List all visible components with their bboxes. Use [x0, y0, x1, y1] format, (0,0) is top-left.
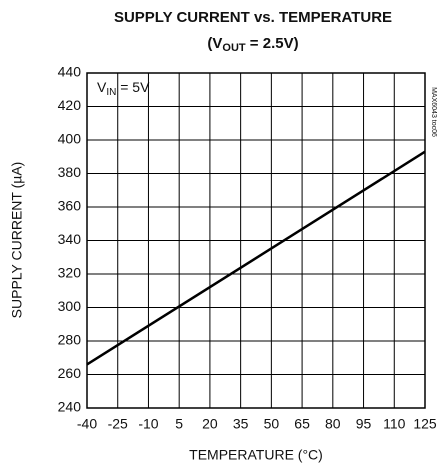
annotation-part: V — [97, 79, 107, 95]
x-tick-label: 80 — [325, 416, 341, 432]
y-tick-label: 420 — [58, 97, 82, 113]
y-tick-label: 260 — [58, 365, 82, 381]
plot-frame — [86, 72, 426, 409]
x-tick-label: -40 — [77, 416, 97, 432]
subtitle-part: (V — [207, 35, 222, 52]
x-tick-label: 20 — [202, 416, 218, 432]
y-tick-label: 320 — [58, 265, 82, 281]
subtitle-part: = 2.5V) — [246, 35, 299, 52]
annotation: VIN = 5V — [97, 79, 150, 98]
chart-subtitle: (VOUT = 2.5V) — [207, 35, 298, 54]
x-tick-label: 65 — [294, 416, 310, 432]
chart-title: SUPPLY CURRENT vs. TEMPERATURE — [114, 9, 392, 26]
y-tick-label: 240 — [58, 399, 82, 415]
y-tick-label: 440 — [58, 64, 82, 80]
y-tick-label: 380 — [58, 164, 82, 180]
x-tick-label: 110 — [383, 416, 406, 432]
x-axis-label: TEMPERATURE (°C) — [189, 447, 323, 463]
y-axis-label: SUPPLY CURRENT (µA) — [9, 162, 25, 319]
subtitle-subscript: OUT — [222, 42, 246, 54]
y-tick-label: 400 — [58, 131, 82, 147]
x-tick-label: -25 — [108, 416, 128, 432]
x-tick-label: 35 — [233, 416, 249, 432]
data-line — [86, 150, 426, 366]
x-tick-label: 125 — [413, 416, 437, 432]
annotation-part: = 5V — [116, 79, 150, 95]
x-tick-label: 5 — [175, 416, 183, 432]
y-tick-label: 280 — [58, 332, 82, 348]
y-tick-label: 300 — [58, 298, 82, 314]
x-tick-label: -10 — [138, 416, 158, 432]
side-label: MAX6043 toc06 — [430, 87, 437, 137]
x-tick-label: 95 — [356, 416, 372, 432]
y-tick-label: 340 — [58, 231, 82, 247]
y-tick-label: 360 — [58, 198, 82, 214]
x-tick-label: 50 — [264, 416, 280, 432]
annotation-subscript: IN — [106, 87, 116, 98]
